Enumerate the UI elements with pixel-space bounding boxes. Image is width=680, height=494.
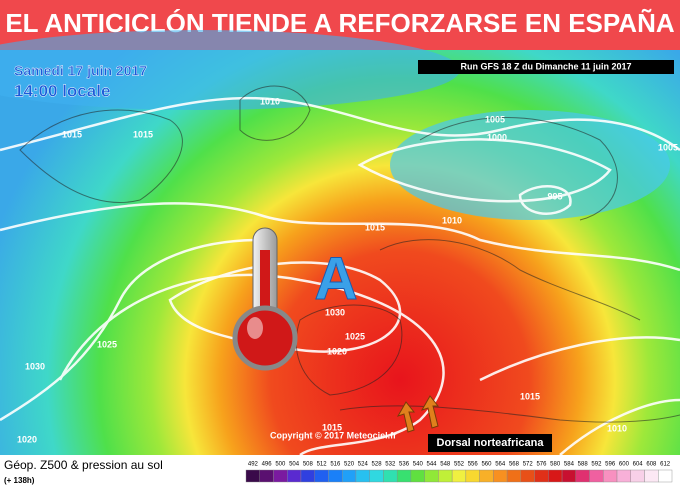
scale-swatch <box>273 469 288 483</box>
isobar-label: 1020 <box>17 434 37 444</box>
scale-swatch <box>451 469 467 483</box>
forecast-time: 14:00 locale <box>14 81 110 100</box>
map: Samedi 17 juin 2017 14:00 locale Run GFS… <box>0 30 680 457</box>
scale-label: 524 <box>358 462 369 468</box>
isobar-label: 1015 <box>322 422 342 432</box>
legend-subtitle: (+ 138h) <box>4 476 35 485</box>
scale-swatch <box>658 469 673 483</box>
color-scale: 492 496 500 504 508 512 516 520 524 528 532 536 540 5… <box>245 462 673 483</box>
scale-swatch <box>603 469 618 483</box>
scale-label: 500 <box>275 462 286 468</box>
annotation-box <box>428 434 552 452</box>
scale-swatch <box>534 469 549 483</box>
scale-swatch <box>506 469 522 483</box>
scale-swatch <box>561 469 577 483</box>
scale-swatch <box>493 469 508 483</box>
scale-swatch <box>630 469 645 483</box>
isobar-label: 1005 <box>658 142 678 152</box>
isobar-label: 1000 <box>487 132 507 142</box>
scale-label: 532 <box>385 462 396 468</box>
forecast-date: Samedi 17 juin 2017 <box>14 63 147 79</box>
isobar-label: 1025 <box>345 331 365 341</box>
thermometer-icon <box>232 227 298 371</box>
scale-swatch <box>287 469 302 483</box>
scale-label: 584 <box>564 462 575 468</box>
scale-label: 564 <box>495 462 506 468</box>
scale-label: 548 <box>440 462 451 468</box>
isobar-label: 1010 <box>607 423 627 433</box>
scale-swatch <box>520 469 535 483</box>
scale-swatch <box>245 469 260 483</box>
isobar-label: 1015 <box>520 391 540 401</box>
isobar-label: 1010 <box>260 96 280 106</box>
scale-swatch <box>465 469 480 483</box>
scale-swatch <box>328 469 343 483</box>
scale-label: 576 <box>536 462 547 468</box>
scale-swatch <box>410 469 425 483</box>
scale-label: 552 <box>454 462 465 468</box>
scale-swatch <box>355 469 370 483</box>
isobar-label: 1030 <box>25 361 45 371</box>
scale-label: 516 <box>330 462 341 468</box>
scale-swatch <box>383 469 398 483</box>
scale-label: 572 <box>523 462 534 468</box>
scale-swatch <box>424 469 439 483</box>
isobar-label: 1010 <box>442 215 462 225</box>
high-pressure-label: A <box>314 245 357 312</box>
scale-swatch <box>438 469 453 483</box>
isobar-label: 1015 <box>133 129 153 139</box>
scale-label: 544 <box>427 462 438 468</box>
scale-label: 556 <box>468 462 479 468</box>
scale-label: 496 <box>262 462 273 468</box>
scale-label: 596 <box>605 462 616 468</box>
scale-label: 560 <box>481 462 492 468</box>
scale-label: 512 <box>317 462 328 468</box>
scale-swatch <box>616 469 631 483</box>
scale-swatch <box>479 469 494 483</box>
isobar-label: 1025 <box>97 339 117 349</box>
legend-title: Géop. Z500 & pression au sol <box>4 458 163 472</box>
scale-swatch <box>575 469 590 483</box>
isobar-labels: 1010 1015 1015 1005 1000 995 1010 1015 1030 1025 1… <box>17 96 678 444</box>
scale-label: 528 <box>372 462 383 468</box>
scale-label: 520 <box>344 462 355 468</box>
isobar-label: 1020 <box>327 346 347 356</box>
scale-label: 604 <box>633 462 644 468</box>
arrows <box>396 395 440 433</box>
scale-swatch <box>548 469 563 483</box>
scale-label: 508 <box>303 462 314 468</box>
isobar-label: 995 <box>547 191 562 201</box>
isobar-label: 1015 <box>62 129 82 139</box>
scale-swatch <box>314 469 329 483</box>
isobar-label: 1030 <box>325 307 345 317</box>
scale-swatch <box>259 469 274 483</box>
scale-label: 492 <box>248 462 259 468</box>
run-box <box>418 60 674 74</box>
scale-label: 592 <box>591 462 602 468</box>
scale-label: 504 <box>289 462 300 468</box>
coastlines <box>19 85 680 423</box>
scale-swatch <box>369 469 384 483</box>
scale-label: 536 <box>399 462 410 468</box>
isobar-label: 1005 <box>485 114 505 124</box>
cold-area <box>0 30 460 110</box>
isobar-label: 1015 <box>365 222 385 232</box>
scale-swatch <box>341 469 357 483</box>
scale-swatch <box>396 469 412 483</box>
scale-label: 588 <box>578 462 589 468</box>
scale-label: 608 <box>646 462 657 468</box>
low-area <box>390 110 670 220</box>
scale-label: 580 <box>550 462 561 468</box>
scale-label: 612 <box>660 462 671 468</box>
scale-swatch <box>589 469 604 483</box>
scale-label: 600 <box>619 462 630 468</box>
run-info: Run GFS 18 Z du Dimanche 11 juin 2017 <box>460 61 631 71</box>
scale-swatch <box>644 469 659 483</box>
copyright: Copyright © 2017 Meteociel.fr <box>270 430 397 440</box>
scale-swatch <box>300 469 315 483</box>
annotation: Dorsal norteafricana <box>437 437 545 449</box>
scale-label: 568 <box>509 462 520 468</box>
scale-label: 540 <box>413 462 424 468</box>
